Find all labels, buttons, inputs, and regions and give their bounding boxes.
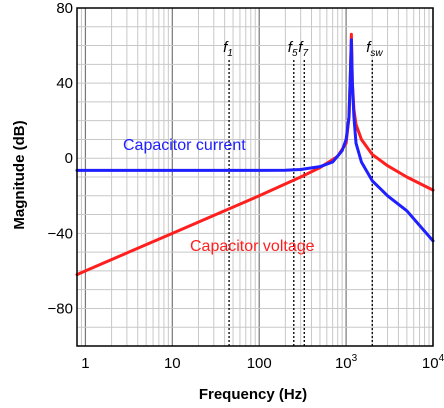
y-axis-label: Magnitude (dB) [11,120,28,229]
marker-label-f7: f7 [298,39,308,59]
y-tick-label: 80 [56,0,73,17]
frequency-markers: f1 f5 f7 fsw [223,39,383,346]
x-tick-label: 1 [81,355,89,372]
plot-frame [76,7,434,347]
x-tick-label: 104 [422,353,444,372]
marker-subscript: 7 [302,48,308,59]
marker-subscript: sw [370,48,383,59]
x-tick-superscript: 4 [439,353,444,364]
y-tick-label: −40 [48,225,73,242]
y-tick-label: −80 [48,300,73,317]
marker-subscript: 1 [227,48,233,59]
series-lines [75,32,435,277]
x-tick-label: 10 [164,355,181,372]
x-tick-label: 100 [247,355,272,372]
annotation-capacitor-voltage: Capacitor voltage [190,238,315,255]
marker-label-fsw: fsw [366,39,383,59]
x-tick-label: 103 [335,353,358,372]
y-tick-label: 0 [65,150,73,167]
y-tick-label: 40 [56,75,73,92]
x-axis-label: Frequency (Hz) [199,386,307,403]
series-line-capacitor-current [75,38,435,243]
marker-subscript: 5 [292,48,298,59]
marker-label-f1: f1 [223,39,233,59]
annotation-capacitor-current: Capacitor current [123,137,246,154]
tick-labels: 1 10 100 103 104 80 40 0 −40 −80 [48,0,444,372]
x-tick-superscript: 3 [352,353,358,364]
marker-label-f5: f5 [288,39,298,59]
